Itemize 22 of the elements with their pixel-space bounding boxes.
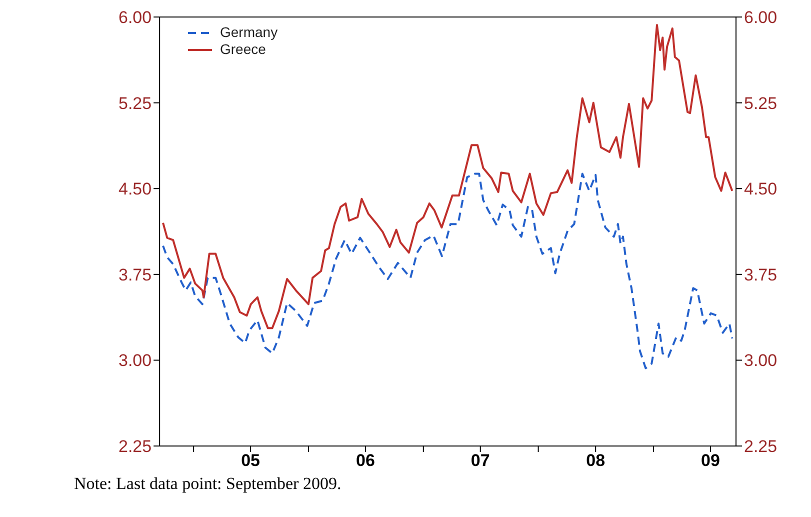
y2-tick-label: 3.00	[744, 351, 778, 370]
y-tick-label: 5.25	[118, 94, 152, 113]
x-tick-label: 07	[470, 451, 490, 470]
y-tick-label: 6.00	[118, 8, 152, 28]
x-tick-label: 09	[701, 451, 720, 470]
y-tick-label: 2.25	[118, 437, 152, 456]
x-tick-label: 05	[241, 451, 260, 470]
y2-tick-label: 6.00	[744, 8, 778, 28]
y2-tick-label: 4.50	[744, 180, 778, 199]
legend-label: Germany	[220, 24, 278, 41]
legend-label: Greece	[220, 41, 266, 58]
x-tick-label: 06	[356, 451, 375, 470]
y2-tick-label: 3.75	[744, 265, 778, 284]
y-tick-label: 3.00	[118, 351, 152, 370]
line-series	[162, 24, 734, 330]
text: Note: Last data point: September 2009.	[74, 474, 342, 494]
y2-tick-label: 5.25	[744, 94, 778, 113]
y-tick-label: 3.75	[118, 265, 152, 284]
y2-tick-label: 2.25	[744, 437, 778, 456]
x-tick-label: 08	[586, 451, 606, 470]
y-tick-label: 4.50	[118, 180, 152, 199]
line-series	[162, 172, 734, 370]
